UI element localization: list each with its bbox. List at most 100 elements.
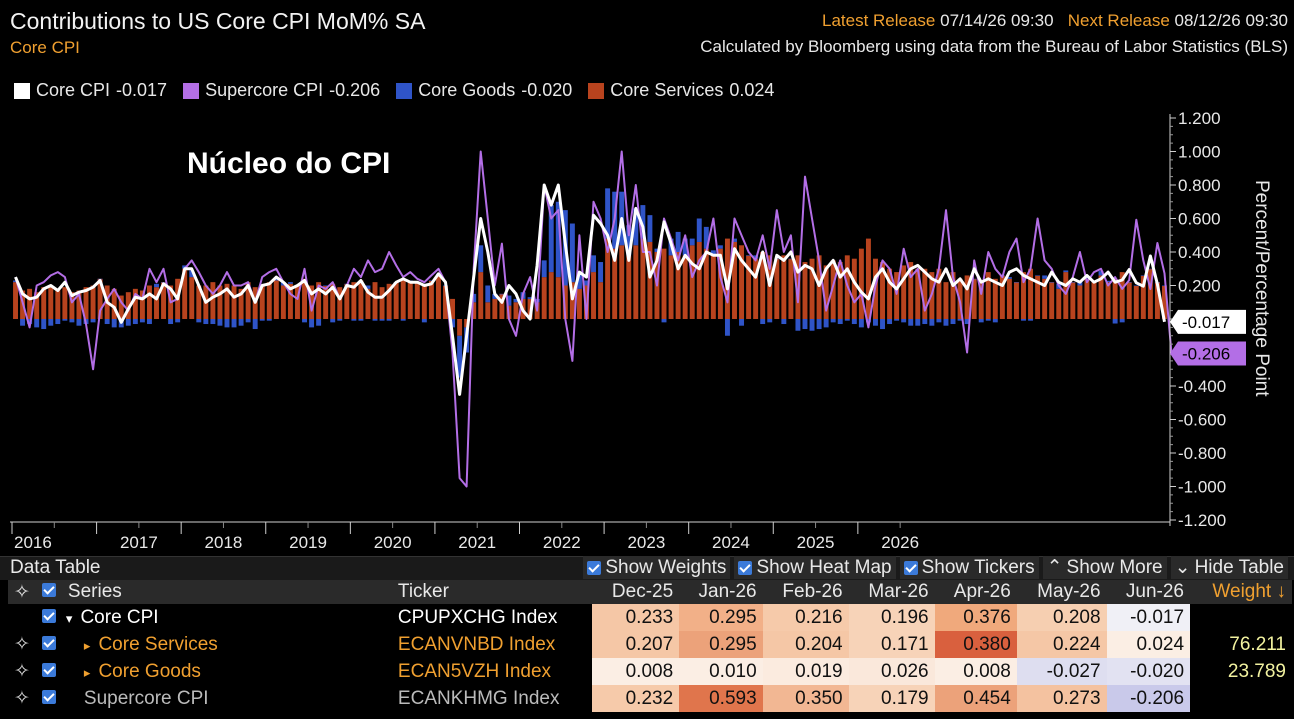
bar [203, 319, 209, 325]
y-tick-label: -1.200 [1178, 511, 1226, 530]
bar [358, 319, 364, 321]
table-row[interactable]: ✧ Supercore CPI ECANKHMG Index 0.232 0.593 0.… [8, 685, 1292, 712]
column-header-mar-26[interactable]: Mar-26 [848, 580, 935, 604]
value-cell: 0.207 [591, 631, 680, 658]
caret-down-icon[interactable]: ▾ [65, 610, 73, 626]
column-header-jan-26[interactable]: Jan-26 [679, 580, 763, 604]
column-header-dec-25[interactable]: Dec-25 [591, 580, 680, 604]
column-header-ticker[interactable]: Ticker [391, 580, 592, 604]
bar [344, 283, 350, 319]
bar [90, 285, 96, 319]
bar [858, 319, 864, 328]
show-weights-button[interactable]: Show Weights [583, 556, 731, 579]
bar [450, 298, 456, 319]
bar [1140, 275, 1146, 319]
settings-column-icon[interactable]: ✧ [8, 580, 36, 604]
weight-cell: 23.789 [1227, 660, 1286, 682]
bar [922, 319, 928, 325]
bar [330, 319, 336, 323]
table-row[interactable]: ▾ Core CPI CPUPXCHG Index 0.233 0.295 0.216 0.… [8, 604, 1292, 631]
value-cell: 0.295 [679, 604, 763, 631]
bar [612, 248, 618, 319]
show-heat-map-button[interactable]: Show Heat Map [734, 556, 896, 579]
bar [1105, 280, 1111, 283]
row-checkbox[interactable] [36, 631, 62, 658]
select-all-checkbox[interactable] [35, 580, 62, 604]
bar [901, 319, 907, 323]
latest-release-value: 07/14/26 09:30 [940, 11, 1054, 30]
column-header-apr-26[interactable]: Apr-26 [934, 580, 1017, 604]
series-name-cell[interactable]: ▾ Core CPI [62, 604, 392, 631]
ticker-cell[interactable]: ECANVNBD Index [397, 633, 556, 655]
ticker-cell[interactable]: ECAN5VZH Index [397, 660, 552, 682]
bar [69, 319, 75, 323]
column-header-series[interactable]: Series [61, 580, 392, 604]
series-name-cell[interactable]: ▸ Core Goods [62, 658, 392, 685]
bar [971, 278, 977, 319]
show-tickers-button[interactable]: Show Tickers [899, 556, 1039, 579]
series-name-cell[interactable]: ▸ Core Services [62, 631, 392, 658]
last-value-tag [1170, 341, 1246, 366]
bar [499, 293, 505, 295]
bar [252, 319, 258, 330]
bar [55, 319, 61, 325]
bar [351, 319, 357, 321]
bar [443, 285, 448, 319]
bar [168, 319, 174, 325]
legend-item-supercore-cpi[interactable]: Supercore CPI -0.206 [183, 80, 380, 101]
weight-cell: 76.211 [1229, 633, 1286, 655]
row-settings-icon[interactable]: ✧ [14, 688, 30, 709]
caret-right-icon[interactable]: ▸ [83, 637, 91, 653]
bar [1056, 288, 1062, 319]
bar [696, 218, 702, 242]
bar [210, 282, 216, 319]
bar [1049, 282, 1055, 319]
bar [76, 319, 82, 326]
bar [887, 319, 893, 325]
row-settings-icon[interactable]: ✧ [14, 661, 30, 682]
legend-item-core-cpi[interactable]: Core CPI -0.017 [14, 80, 167, 101]
bar [964, 275, 970, 319]
series-name: Core Services [98, 633, 218, 655]
bar [386, 319, 392, 321]
ticker-cell[interactable]: ECANKHMG Index [397, 687, 560, 709]
row-checkbox[interactable] [36, 604, 62, 631]
hide-table-button[interactable]: ⌄ Hide Table [1170, 556, 1288, 579]
table-row[interactable]: ✧ ▸ Core Goods ECAN5VZH Index 0.008 0.010 0.01… [8, 658, 1292, 685]
chart-plot[interactable]: 1.2001.0000.8000.6000.4000.2000-0.200-0.… [10, 110, 1294, 556]
bar [703, 248, 709, 319]
series-name-cell[interactable]: Supercore CPI [62, 685, 392, 712]
bar [372, 319, 378, 321]
bar [196, 319, 202, 323]
row-checkbox[interactable] [36, 658, 62, 685]
bar [760, 252, 766, 319]
bar [154, 287, 159, 319]
bar [330, 283, 336, 319]
y-tick-label: -0.400 [1178, 377, 1226, 396]
column-header-feb-26[interactable]: Feb-26 [762, 580, 849, 604]
bar [1119, 319, 1125, 323]
row-settings-icon[interactable]: ✧ [14, 634, 30, 655]
column-header-may-26[interactable]: May-26 [1016, 580, 1107, 604]
caret-right-icon[interactable]: ▸ [83, 664, 91, 680]
column-header-jun-26[interactable]: Jun-26 [1106, 580, 1191, 604]
bar [513, 298, 519, 303]
value-cell: -0.206 [1106, 685, 1191, 712]
column-header-weight[interactable]: Weight ↓ [1190, 580, 1292, 604]
bar [400, 319, 406, 321]
table-row[interactable]: ✧ ▸ Core Services ECANVNBD Index 0.207 0.295 0… [8, 631, 1292, 658]
bar [746, 255, 752, 256]
bar [908, 319, 914, 326]
row-spacer [8, 604, 36, 631]
ticker-cell[interactable]: CPUPXCHG Index [397, 606, 558, 628]
legend-item-core-services[interactable]: Core Services 0.024 [588, 80, 774, 101]
chart-title: Contributions to US Core CPI MoM% SA [10, 8, 426, 34]
show-more-button[interactable]: ⌃ Show More [1042, 556, 1167, 579]
bar [781, 255, 787, 319]
bar [316, 282, 322, 319]
value-cell: 0.454 [934, 685, 1017, 712]
bar [302, 319, 307, 323]
legend-item-core-goods[interactable]: Core Goods -0.020 [396, 80, 572, 101]
row-checkbox[interactable] [36, 685, 62, 712]
x-tick-label: 2017 [120, 533, 158, 552]
